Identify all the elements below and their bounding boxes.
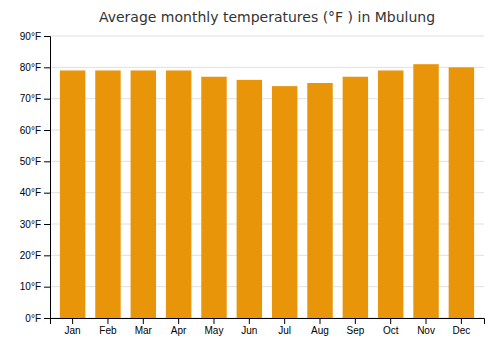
x-tick-mark <box>390 318 391 324</box>
x-tick-mark <box>143 318 144 324</box>
y-tick-label: 20°F <box>20 250 41 261</box>
x-tick: May <box>205 318 224 336</box>
y-tick-mark <box>44 99 50 100</box>
x-tick: Feb <box>99 318 117 336</box>
chart: 0°F 10°F 20°F 30°F 40°F 50°F 60°F 70°F 80°F 90°F J… <box>0 0 500 350</box>
x-tick-label: May <box>205 325 224 336</box>
grid-line <box>50 36 484 37</box>
x-tick: Sep <box>346 318 364 336</box>
y-tick-mark <box>44 161 50 162</box>
y-tick: 30°F <box>20 219 50 230</box>
x-tick-label: Aug <box>311 325 329 336</box>
grid <box>50 36 484 318</box>
y-tick-mark <box>44 318 50 319</box>
x-tick-label: Mar <box>135 325 153 336</box>
x-tick: Jan <box>65 318 81 336</box>
y-tick: 80°F <box>20 62 50 73</box>
bar <box>272 86 297 318</box>
y-tick-label: 90°F <box>20 31 41 42</box>
x-tick-mark <box>72 318 73 324</box>
y-tick-label: 70°F <box>20 93 41 104</box>
y-tick-mark <box>44 67 50 68</box>
y-tick: 10°F <box>20 281 50 292</box>
x-tick: Dec <box>452 318 470 336</box>
y-tick: 40°F <box>20 187 50 198</box>
bar <box>343 77 368 318</box>
bar <box>201 77 226 318</box>
y-tick-label: 0°F <box>25 313 41 324</box>
y-tick-label: 30°F <box>20 219 41 230</box>
x-tick: Apr <box>171 318 187 336</box>
bar <box>237 80 262 318</box>
x-tick: Nov <box>417 318 435 336</box>
y-tick-mark <box>44 193 50 194</box>
x-tick-label: Apr <box>171 325 187 336</box>
bar <box>449 67 474 318</box>
x-tick-mark <box>178 318 179 324</box>
x-tick-mark <box>320 318 321 324</box>
bar <box>131 70 156 318</box>
bar <box>307 83 332 318</box>
y-tick: 60°F <box>20 125 50 136</box>
x-tick-mark <box>426 318 427 324</box>
y-tick-mark <box>44 224 50 225</box>
x-tick-mark <box>213 318 214 324</box>
x-tick: Mar <box>135 318 153 336</box>
bars <box>60 64 474 318</box>
x-tick-label: Jun <box>241 325 257 336</box>
y-tick-mark <box>44 287 50 288</box>
x-tick: Jun <box>241 318 257 336</box>
x-tick: Jul <box>278 318 291 336</box>
y-tick: 20°F <box>20 250 50 261</box>
x-tick-label: Jul <box>278 325 291 336</box>
title: Average monthly temperatures (°F ) in Mb… <box>99 9 435 25</box>
x-tick-mark <box>284 318 285 324</box>
y-tick-label: 50°F <box>20 156 41 167</box>
plot: 0°F 10°F 20°F 30°F 40°F 50°F 60°F 70°F 80°F 90°F J… <box>20 31 485 336</box>
x-tick: Aug <box>311 318 329 336</box>
y-tick-mark <box>44 255 50 256</box>
y-tick: 90°F <box>20 31 50 42</box>
y-tick-mark <box>44 130 50 131</box>
y-tick: 70°F <box>20 93 50 104</box>
x-tick-label: Oct <box>383 325 399 336</box>
y-axis-line <box>44 37 51 319</box>
y-tick: 0°F <box>25 313 50 324</box>
y-tick-mark <box>44 36 50 37</box>
y-axis: 0°F 10°F 20°F 30°F 40°F 50°F 60°F 70°F 80°F 90°F <box>20 31 51 324</box>
y-tick-label: 40°F <box>20 187 41 198</box>
x-axis: Jan Feb Mar Apr May Jun Jul Aug Sep Oct Nov Dec <box>51 318 485 336</box>
bar <box>166 70 191 318</box>
x-axis-line <box>51 319 485 325</box>
x-tick-label: Dec <box>452 325 470 336</box>
x-tick-label: Nov <box>417 325 435 336</box>
x-tick-mark <box>249 318 250 324</box>
bar <box>60 70 85 318</box>
x-tick-mark <box>461 318 462 324</box>
y-tick-label: 10°F <box>20 281 41 292</box>
bar <box>378 70 403 318</box>
x-tick-label: Feb <box>99 325 117 336</box>
bar <box>413 64 438 318</box>
x-tick-label: Sep <box>346 325 364 336</box>
x-tick-mark <box>355 318 356 324</box>
x-tick-label: Jan <box>65 325 81 336</box>
y-tick: 50°F <box>20 156 50 167</box>
y-tick-label: 60°F <box>20 125 41 136</box>
x-tick: Oct <box>383 318 399 336</box>
y-tick-label: 80°F <box>20 62 41 73</box>
bar <box>95 70 120 318</box>
x-tick-mark <box>107 318 108 324</box>
